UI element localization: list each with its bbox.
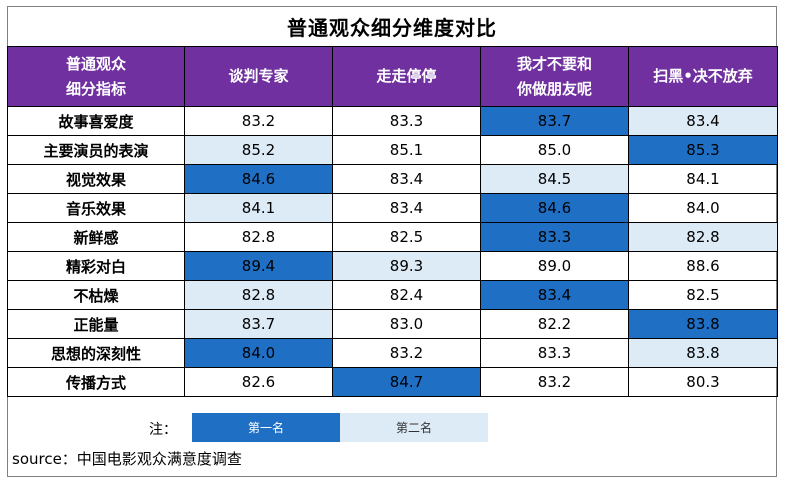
row-label: 音乐效果 (7, 193, 185, 223)
value-cell: 85.1 (332, 135, 481, 165)
header-row: 普通观众 细分指标 谈判专家 走走停停 我才不要和 你做朋友呢 扫黑•决不放弃 (7, 46, 778, 107)
value-cell: 82.8 (184, 280, 333, 310)
column-header-3-line-1: 我才不要和 (516, 54, 592, 73)
value-cell: 83.7 (184, 309, 333, 339)
row-label: 正能量 (7, 309, 185, 339)
legend: 注： 第一名 第二名 (7, 405, 777, 443)
legend-second-place: 第二名 (340, 413, 488, 442)
table-row: 思想的深刻性 84.0 83.2 83.3 83.8 (7, 338, 778, 368)
value-cell: 83.4 (332, 193, 481, 223)
corner-header-line-2: 细分指标 (65, 79, 126, 98)
value-cell: 83.3 (480, 338, 629, 368)
value-cell: 84.6 (184, 164, 333, 194)
value-cell: 89.4 (184, 251, 333, 281)
row-label: 视觉效果 (7, 164, 185, 194)
table-row: 精彩对白 89.4 89.3 89.0 88.6 (7, 251, 778, 281)
value-cell: 83.4 (480, 280, 629, 310)
table-row: 正能量 83.7 83.0 82.2 83.8 (7, 309, 778, 339)
value-cell: 84.5 (480, 164, 629, 194)
value-cell: 84.1 (184, 193, 333, 223)
value-cell: 82.5 (628, 280, 778, 310)
value-cell: 82.8 (184, 222, 333, 252)
value-cell: 84.1 (628, 164, 778, 194)
value-cell: 83.2 (332, 338, 481, 368)
table-row: 音乐效果 84.1 83.4 84.6 84.0 (7, 193, 778, 223)
value-cell: 84.7 (332, 367, 481, 397)
value-cell: 83.4 (332, 164, 481, 194)
value-cell: 83.8 (628, 338, 778, 368)
table-row: 传播方式 82.6 84.7 83.2 80.3 (7, 367, 778, 397)
value-cell: 83.0 (332, 309, 481, 339)
value-cell: 84.6 (480, 193, 629, 223)
table-row: 不枯燥 82.8 82.4 83.4 82.5 (7, 280, 778, 310)
value-cell: 89.0 (480, 251, 629, 281)
value-cell: 83.8 (628, 309, 778, 339)
table-body: 故事喜爱度 83.2 83.3 83.7 83.4 主要演员的表演 85.2 85.1 85.0… (7, 106, 778, 397)
source-note: source：中国电影观众满意度调查 (12, 450, 242, 468)
value-cell: 82.4 (332, 280, 481, 310)
corner-header: 普通观众 细分指标 (7, 46, 185, 107)
value-cell: 85.3 (628, 135, 778, 165)
legend-note: 注： (149, 422, 177, 438)
value-cell: 82.2 (480, 309, 629, 339)
value-cell: 85.2 (184, 135, 333, 165)
value-cell: 83.3 (332, 106, 481, 136)
column-header-3: 我才不要和 你做朋友呢 (480, 46, 629, 107)
value-cell: 80.3 (628, 367, 778, 397)
table-row: 故事喜爱度 83.2 83.3 83.7 83.4 (7, 106, 778, 136)
corner-header-line-1: 普通观众 (65, 54, 126, 73)
value-cell: 82.6 (184, 367, 333, 397)
value-cell: 83.4 (628, 106, 778, 136)
value-cell: 82.5 (332, 222, 481, 252)
row-label: 传播方式 (7, 367, 185, 397)
table-row: 视觉效果 84.6 83.4 84.5 84.1 (7, 164, 778, 194)
value-cell: 83.3 (480, 222, 629, 252)
row-label: 主要演员的表演 (7, 135, 185, 165)
table-row: 主要演员的表演 85.2 85.1 85.0 85.3 (7, 135, 778, 165)
value-cell: 85.0 (480, 135, 629, 165)
column-header-4: 扫黑•决不放弃 (628, 46, 778, 107)
comparison-table: 普通观众 细分指标 谈判专家 走走停停 我才不要和 你做朋友呢 扫黑•决不放弃 … (7, 46, 778, 397)
table-row: 新鲜感 82.8 82.5 83.3 82.8 (7, 222, 778, 252)
row-label: 思想的深刻性 (7, 338, 185, 368)
value-cell: 84.0 (628, 193, 778, 223)
value-cell: 83.7 (480, 106, 629, 136)
row-label: 精彩对白 (7, 251, 185, 281)
row-label: 新鲜感 (7, 222, 185, 252)
table-title: 普通观众细分维度对比 (287, 15, 497, 40)
row-label: 不枯燥 (7, 280, 185, 310)
value-cell: 83.2 (480, 367, 629, 397)
value-cell: 83.2 (184, 106, 333, 136)
value-cell: 88.6 (628, 251, 778, 281)
column-header-2: 走走停停 (332, 46, 481, 107)
value-cell: 84.0 (184, 338, 333, 368)
legend-first-place: 第一名 (192, 413, 340, 442)
column-header-1: 谈判专家 (184, 46, 333, 107)
column-header-3-line-2: 你做朋友呢 (516, 79, 592, 98)
value-cell: 89.3 (332, 251, 481, 281)
row-label: 故事喜爱度 (7, 106, 185, 136)
value-cell: 82.8 (628, 222, 778, 252)
